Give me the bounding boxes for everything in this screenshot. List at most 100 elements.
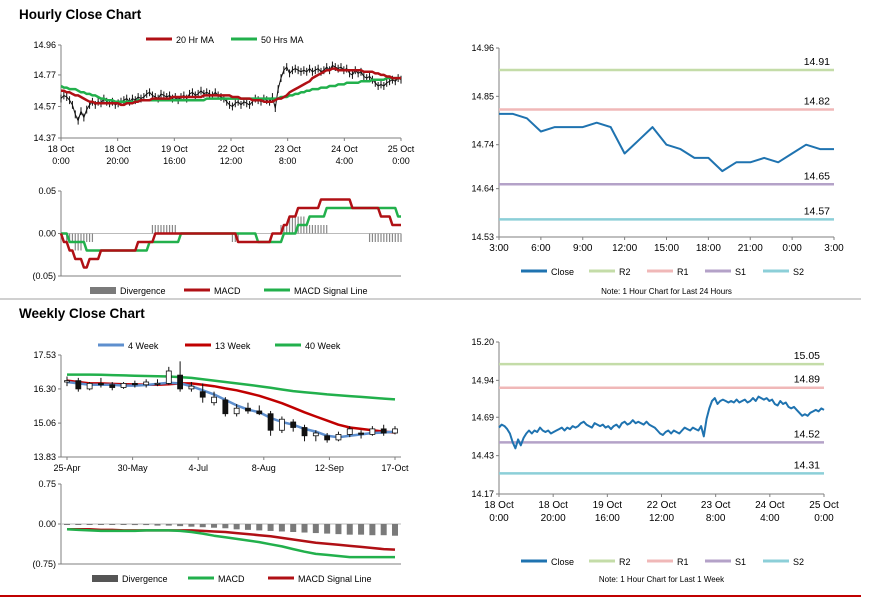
close-line — [499, 112, 834, 173]
x-tick-label: 22 Oct — [218, 144, 245, 154]
level-label-s1: 14.65 — [804, 170, 830, 182]
x-tick-label: 15:00 — [654, 243, 679, 254]
x-tick-label: 19 Oct — [161, 144, 188, 154]
candle-body — [131, 382, 138, 386]
divergence-bar — [244, 524, 251, 530]
candle-body — [143, 381, 150, 386]
candle-body — [278, 418, 285, 431]
y-tick-label: 14.37 — [33, 133, 56, 143]
divergence-bar — [211, 524, 218, 528]
x-tick-label: 25-Apr — [53, 463, 80, 473]
candle-body — [312, 432, 319, 437]
legend-50hrs-ma-label: 50 Hrs MA — [261, 35, 304, 45]
x-tick-label: 3:00 — [489, 243, 509, 254]
chart-note: Note: 1 Hour Chart for Last 24 Hours — [601, 287, 732, 296]
x-tick-label: 18 Oct — [538, 500, 568, 511]
x-tick-label: 4:00 — [760, 513, 780, 524]
candle-body — [75, 380, 82, 390]
y-tick-label: 14.53 — [471, 232, 494, 242]
hourly-close-line — [60, 65, 402, 122]
x-tick-label: 12:00 — [220, 156, 243, 166]
x-tick-label: 8-Aug — [252, 463, 276, 473]
x-tick-label: 12:00 — [612, 243, 637, 254]
candle-body — [177, 374, 184, 390]
y-tick-label: 13.83 — [33, 452, 56, 462]
candle-body — [188, 385, 195, 390]
candle-body — [211, 396, 217, 404]
divergence-bar — [369, 524, 376, 536]
divergence-bar — [380, 524, 387, 536]
level-label-s2: 14.57 — [804, 205, 830, 217]
y-tick-label: (0.05) — [32, 271, 56, 281]
x-tick-label: 16:00 — [163, 156, 186, 166]
x-tick-label: 0:00 — [489, 513, 509, 524]
level-label-r2: 15.05 — [794, 350, 820, 362]
x-tick-label: 0:00 — [392, 156, 410, 166]
y-tick-label: 15.20 — [471, 337, 494, 347]
ma20-line — [61, 67, 401, 107]
divergence-bar — [267, 524, 274, 531]
divergence-bar — [324, 524, 331, 534]
x-tick-label: 18 Oct — [484, 500, 514, 511]
divergence-bar — [335, 524, 342, 535]
level-label-s2: 14.31 — [794, 459, 820, 471]
y-tick-label: 14.94 — [471, 375, 494, 385]
candle-body — [222, 399, 229, 415]
divergence-bar — [346, 524, 353, 535]
x-tick-label: 17-Oct — [381, 463, 409, 473]
x-tick-label: 12-Sep — [315, 463, 344, 473]
legend-divergence-swatch — [92, 575, 118, 582]
legend-close-label: Close — [551, 557, 574, 567]
y-tick-label: 15.06 — [33, 418, 56, 428]
legend-s2-label: S2 — [793, 267, 804, 277]
divergence-bar — [256, 524, 263, 531]
week40-line — [67, 373, 396, 401]
candle-body — [256, 410, 263, 415]
y-tick-label: 16.30 — [33, 384, 56, 394]
legend-s1-label: S1 — [735, 267, 746, 277]
x-tick-label: 19 Oct — [593, 500, 623, 511]
divergence-bar — [358, 524, 365, 535]
legend-macd-signal-label: MACD Signal Line — [298, 574, 372, 584]
candle-body — [324, 435, 331, 441]
legend-r1-label: R1 — [677, 557, 689, 567]
candle-body — [245, 407, 251, 412]
divergence-bar — [64, 524, 70, 525]
y-tick-label: 14.74 — [471, 140, 494, 150]
legend-divergence-swatch — [90, 287, 116, 294]
macd-line — [59, 198, 401, 269]
divergence-bar — [97, 524, 104, 525]
y-tick-label: 14.96 — [471, 43, 494, 53]
x-tick-label: 25 Oct — [809, 500, 839, 511]
x-tick-label: 20:00 — [541, 513, 566, 524]
divergence-bar — [109, 524, 116, 525]
divergence-bar — [143, 524, 150, 526]
x-tick-label: 4:00 — [336, 156, 354, 166]
divergence-bar — [233, 524, 240, 530]
level-label-s1: 14.52 — [794, 428, 820, 440]
level-label-r1: 14.82 — [804, 96, 830, 108]
candle-body — [358, 432, 364, 435]
divergence-bar — [199, 524, 206, 528]
legend-macd-label: MACD — [218, 574, 245, 584]
candle-body — [346, 428, 353, 435]
y-tick-label: 0.05 — [38, 186, 56, 196]
x-tick-label: 24 Oct — [331, 144, 358, 154]
candle-body — [109, 384, 116, 388]
level-label-r1: 14.89 — [794, 374, 820, 386]
x-tick-label: 12:00 — [649, 513, 674, 524]
legend-divergence-label: Divergence — [122, 574, 168, 584]
legend-r2-label: R2 — [619, 557, 631, 567]
macd-line — [66, 528, 395, 559]
divergence-bar — [165, 524, 172, 526]
legend-13-week-label: 13 Week — [215, 341, 251, 351]
y-tick-label: 14.17 — [471, 489, 494, 499]
candle-body — [98, 382, 104, 386]
close-line — [498, 395, 825, 450]
legend-close-label: Close — [551, 267, 574, 277]
divergence-bar — [177, 524, 184, 527]
x-tick-label: 30-May — [118, 463, 149, 473]
candle-body — [64, 380, 70, 383]
candle-body — [369, 428, 376, 435]
